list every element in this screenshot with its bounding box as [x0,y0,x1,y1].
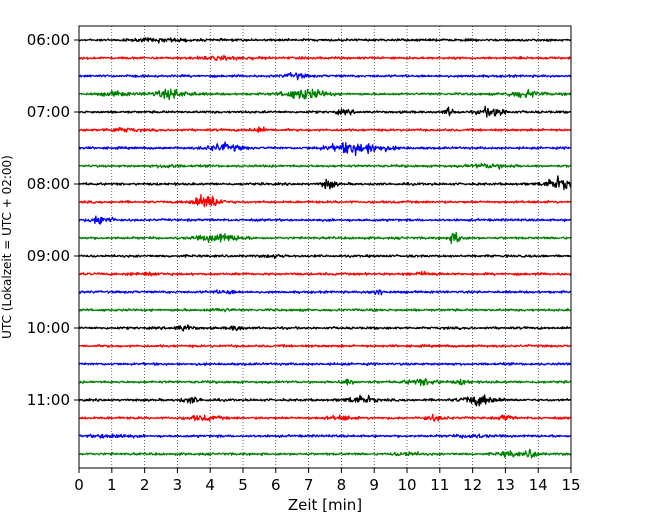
x-tick-label: 7 [304,476,314,494]
trace-0845 [78,231,572,245]
trace-1015 [78,343,572,349]
trace-1000 [78,324,572,332]
x-tick-label: 14 [529,476,548,494]
traces-layer [78,37,572,459]
trace-0815 [78,194,572,208]
y-tick-label: 08:00 [27,175,70,193]
plot-frame [78,25,572,469]
trace-1030 [78,361,572,367]
trace-1130 [78,433,572,439]
trace-1115 [78,413,572,422]
x-axis: 0 1 2 3 4 5 6 7 8 9 10 11 12 13 14 15 [74,468,581,494]
y-tick-label: 07:00 [27,103,70,121]
x-tick-label: 10 [397,476,416,494]
trace-0830 [78,215,572,225]
trace-0945 [78,307,572,313]
trace-1045 [78,377,572,387]
x-tick-label: 6 [271,476,281,494]
y-tick-label: 06:00 [27,31,70,49]
x-tick-label: 13 [496,476,515,494]
trace-0700 [78,105,572,118]
trace-0715 [78,126,572,133]
trace-0900 [78,253,572,260]
x-tick-label: 9 [369,476,379,494]
x-tick-label: 8 [337,476,347,494]
trace-0915 [78,270,572,277]
trace-0600 [78,37,572,44]
trace-0800 [78,175,572,191]
x-tick-label: 1 [107,476,117,494]
y-tick-label: 11:00 [27,391,70,409]
trace-1100 [78,394,572,407]
x-tick-label: 5 [238,476,248,494]
trace-0930 [78,289,572,296]
trace-0645 [78,88,572,101]
y-tick-label: 10:00 [27,319,70,337]
y-tick-label: 09:00 [27,247,70,265]
trace-0630 [78,71,572,81]
x-tick-label: 2 [140,476,150,494]
trace-0745 [78,162,572,170]
trace-0730 [78,141,572,157]
x-tick-label: 15 [561,476,580,494]
x-tick-label: 3 [173,476,183,494]
trace-1145 [78,448,572,459]
y-axis: 06:00 07:00 08:00 09:00 10:00 11:00 [27,31,79,409]
x-tick-label: 12 [463,476,482,494]
y-axis-label: UTC (Lokalzeit = UTC + 02:00) [0,155,14,339]
x-tick-label: 0 [74,476,84,494]
x-axis-label: Zeit [min] [288,496,362,514]
x-tick-label: 11 [430,476,449,494]
trace-0615 [78,54,572,61]
x-tick-label: 4 [205,476,215,494]
